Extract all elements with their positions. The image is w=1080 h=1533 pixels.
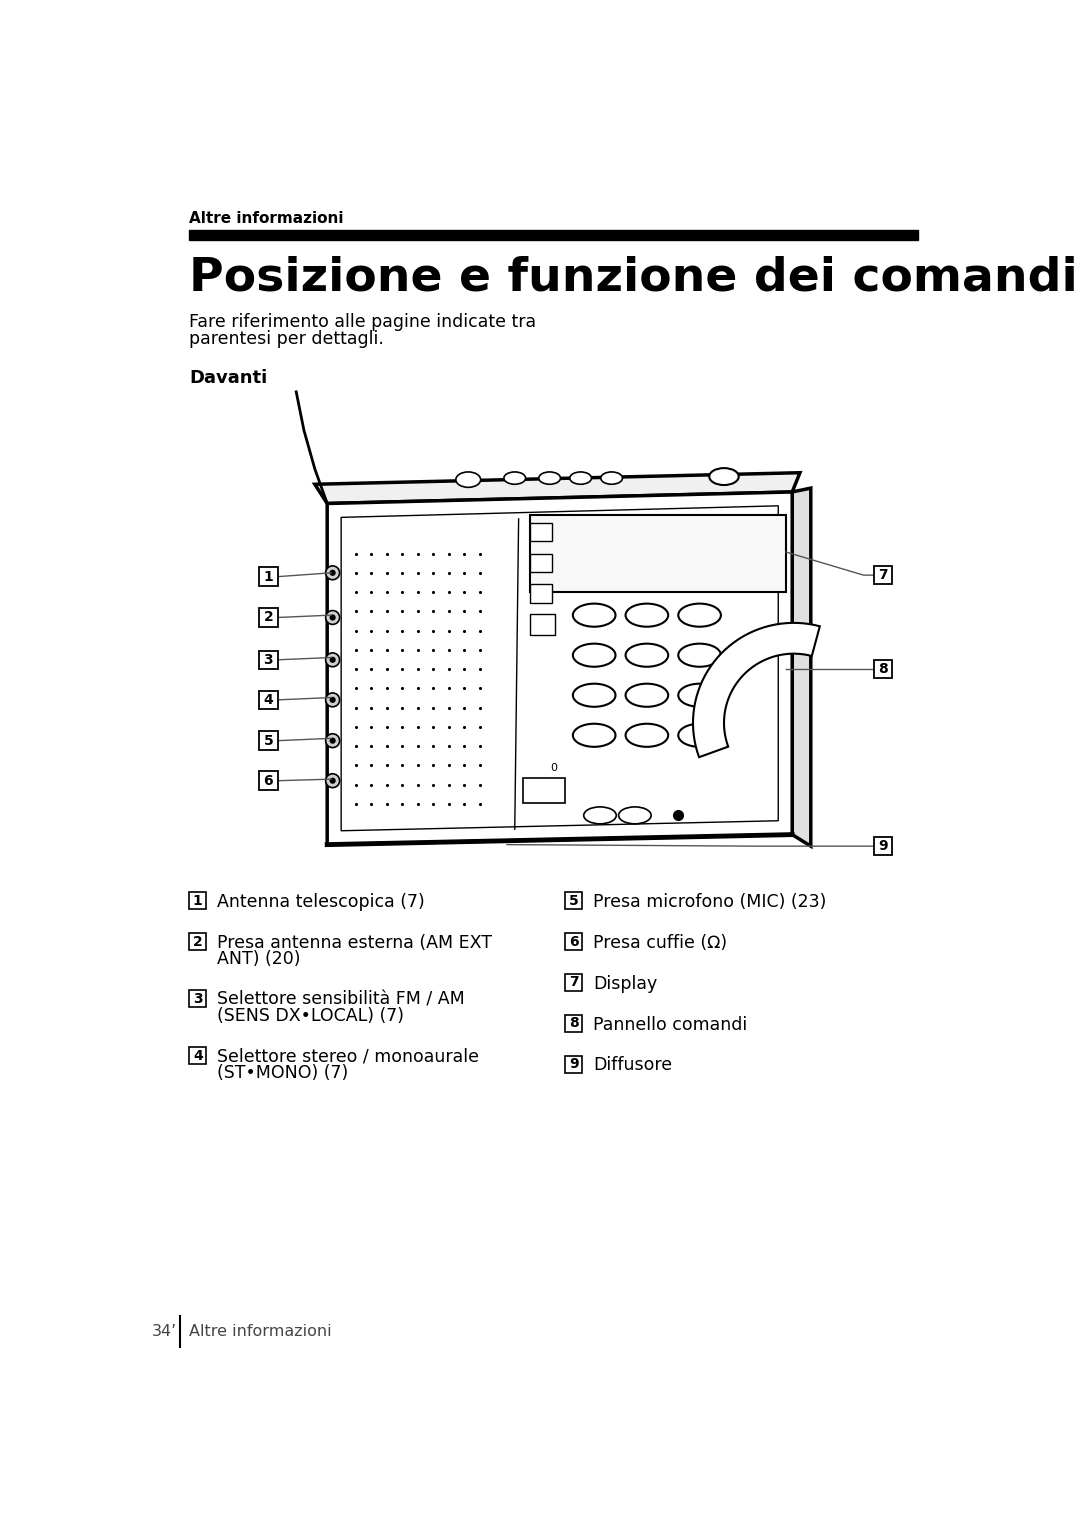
Bar: [259, 731, 278, 750]
Ellipse shape: [678, 684, 721, 707]
Text: Presa antenna esterna (AM EXT: Presa antenna esterna (AM EXT: [217, 934, 492, 952]
Text: 1: 1: [193, 894, 203, 908]
Bar: [530, 613, 555, 635]
Bar: [874, 837, 892, 855]
Ellipse shape: [678, 724, 721, 747]
Ellipse shape: [583, 806, 617, 823]
Text: 7: 7: [569, 975, 579, 989]
Bar: [565, 1015, 582, 1032]
Ellipse shape: [678, 604, 721, 627]
Ellipse shape: [504, 472, 526, 484]
Text: Antenna telescopica (7): Antenna telescopica (7): [217, 894, 424, 911]
Text: 3: 3: [193, 992, 203, 1006]
Text: Selettore sensibilità FM / AM: Selettore sensibilità FM / AM: [217, 990, 464, 1009]
Ellipse shape: [570, 472, 592, 484]
Ellipse shape: [625, 724, 669, 747]
Text: 5: 5: [569, 894, 579, 908]
Ellipse shape: [625, 684, 669, 707]
Text: 4: 4: [264, 693, 273, 707]
Text: 6: 6: [264, 774, 273, 788]
Ellipse shape: [572, 684, 616, 707]
Text: (SENS DX•LOCAL) (7): (SENS DX•LOCAL) (7): [217, 1007, 404, 1026]
Bar: [565, 934, 582, 950]
Text: Davanti: Davanti: [189, 369, 268, 386]
Ellipse shape: [678, 644, 721, 667]
Bar: [565, 1056, 582, 1073]
Text: Altre informazioni: Altre informazioni: [189, 1325, 332, 1338]
Ellipse shape: [572, 724, 616, 747]
Text: Altre informazioni: Altre informazioni: [189, 212, 343, 225]
Circle shape: [329, 777, 336, 783]
Text: (ST•MONO) (7): (ST•MONO) (7): [217, 1064, 349, 1082]
Text: Pannello comandi: Pannello comandi: [593, 1015, 747, 1033]
Ellipse shape: [572, 604, 616, 627]
Text: Presa microfono (MIC) (23): Presa microfono (MIC) (23): [593, 894, 826, 911]
Bar: [189, 892, 206, 909]
Circle shape: [329, 656, 336, 662]
Text: 3: 3: [264, 653, 273, 667]
Polygon shape: [793, 487, 811, 846]
Ellipse shape: [619, 806, 651, 823]
Ellipse shape: [625, 604, 669, 627]
Bar: [530, 523, 552, 541]
Bar: [874, 566, 892, 584]
Polygon shape: [693, 622, 820, 757]
Text: Fare riferimento alle pagine indicate tra: Fare riferimento alle pagine indicate tr…: [189, 313, 537, 331]
Circle shape: [329, 737, 336, 744]
Bar: [874, 659, 892, 678]
Circle shape: [329, 615, 336, 621]
Bar: [530, 515, 786, 592]
Text: 2: 2: [264, 610, 273, 624]
Text: 9: 9: [569, 1058, 579, 1072]
Bar: [565, 973, 582, 990]
Circle shape: [326, 693, 339, 707]
Text: 1: 1: [264, 570, 273, 584]
Text: 4: 4: [193, 1049, 203, 1062]
Text: parentesi per dettagli.: parentesi per dettagli.: [189, 330, 384, 348]
Bar: [259, 771, 278, 789]
Ellipse shape: [456, 472, 481, 487]
Bar: [189, 230, 918, 241]
Bar: [259, 691, 278, 710]
Ellipse shape: [539, 472, 561, 484]
Text: Selettore stereo / monoaurale: Selettore stereo / monoaurale: [217, 1049, 480, 1065]
Text: 34’: 34’: [151, 1325, 177, 1338]
Circle shape: [326, 610, 339, 624]
Text: ANT) (20): ANT) (20): [217, 950, 300, 969]
Polygon shape: [314, 472, 800, 503]
Ellipse shape: [625, 644, 669, 667]
Bar: [259, 609, 278, 627]
Text: 2: 2: [193, 935, 203, 949]
Text: 8: 8: [569, 1016, 579, 1030]
Bar: [189, 934, 206, 950]
Circle shape: [329, 570, 336, 576]
Bar: [189, 1047, 206, 1064]
Bar: [259, 650, 278, 668]
Bar: [259, 567, 278, 586]
Ellipse shape: [572, 644, 616, 667]
Bar: [530, 584, 552, 602]
Text: Display: Display: [593, 975, 658, 993]
Circle shape: [326, 653, 339, 667]
Circle shape: [326, 734, 339, 748]
Bar: [523, 779, 565, 803]
Text: 5: 5: [264, 734, 273, 748]
Text: 7: 7: [878, 569, 888, 583]
Circle shape: [326, 566, 339, 579]
Text: Presa cuffie (Ω): Presa cuffie (Ω): [593, 934, 727, 952]
Text: Posizione e funzione dei comandi: Posizione e funzione dei comandi: [189, 256, 1078, 300]
Circle shape: [329, 698, 336, 704]
Bar: [530, 553, 552, 572]
Bar: [565, 892, 582, 909]
Text: 6: 6: [569, 935, 579, 949]
Text: Diffusore: Diffusore: [593, 1056, 672, 1075]
Text: 8: 8: [878, 662, 888, 676]
Circle shape: [326, 774, 339, 788]
Ellipse shape: [600, 472, 622, 484]
Text: 0: 0: [550, 763, 557, 773]
Ellipse shape: [710, 468, 739, 484]
Text: 9: 9: [878, 839, 888, 854]
Polygon shape: [327, 492, 793, 845]
Bar: [189, 990, 206, 1007]
